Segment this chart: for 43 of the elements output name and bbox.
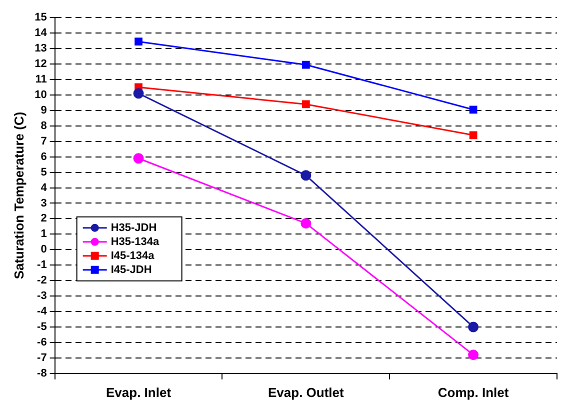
point — [468, 322, 479, 332]
point — [469, 106, 478, 114]
legend-label: I45-JDH — [110, 264, 152, 276]
y-tick-label: 1 — [40, 228, 47, 240]
y-tick-label: 9 — [40, 104, 47, 116]
point — [469, 131, 478, 140]
point — [300, 218, 312, 229]
y-tick-label: 2 — [40, 212, 47, 225]
point — [302, 100, 310, 108]
y-tick-label: 5 — [40, 166, 47, 178]
y-tick-label: 11 — [35, 74, 47, 86]
x-tick-label: Evap. Inlet — [106, 384, 172, 400]
y-tick-label: -1 — [37, 259, 47, 272]
legend-label: H35-JDH — [110, 222, 157, 234]
x-tick-label: Evap. Outlet — [268, 384, 345, 400]
y-tick-label: -3 — [37, 290, 47, 302]
y-tick-label: 13 — [34, 42, 47, 55]
y-tick-label: -5 — [37, 321, 47, 334]
y-tick-label: 3 — [40, 197, 47, 210]
y-tick-label: 8 — [40, 120, 47, 132]
y-tick-label: 12 — [34, 58, 47, 70]
point — [134, 38, 142, 46]
y-tick-label: 10 — [34, 88, 47, 101]
y-tick-label: -8 — [37, 367, 47, 380]
y-tick-label: 4 — [40, 182, 48, 194]
x-tick-label: Comp. Inlet — [438, 384, 510, 400]
y-tick-label: 15 — [34, 12, 47, 24]
y-tick-label: -7 — [37, 352, 47, 364]
y-tick-label: -2 — [37, 274, 47, 287]
point — [302, 60, 310, 69]
point — [300, 170, 312, 181]
point — [133, 88, 144, 99]
y-tick-label: 14 — [34, 27, 48, 40]
y-axis-title: Saturation Temperature (C) — [11, 112, 26, 280]
legend-label: I45-134a — [110, 250, 156, 262]
y-tick-label: -6 — [37, 336, 47, 348]
y-tick-label: 7 — [40, 135, 47, 148]
legend-label: H35-134a — [110, 236, 160, 248]
y-tick-label: -4 — [37, 306, 48, 318]
y-tick-label: 0 — [40, 244, 47, 256]
point — [468, 350, 479, 360]
y-tick-label: 6 — [40, 150, 47, 163]
point — [133, 153, 144, 164]
